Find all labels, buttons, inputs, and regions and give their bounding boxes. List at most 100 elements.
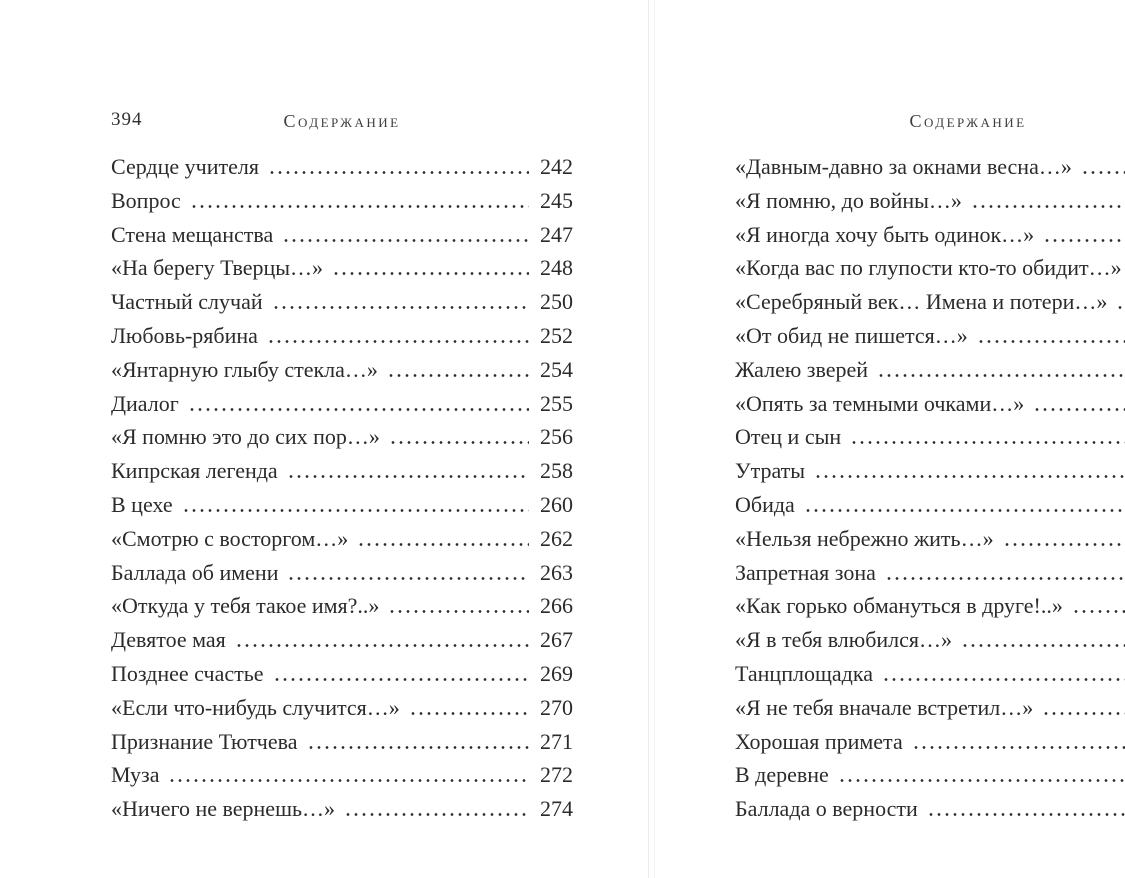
dot-leader xyxy=(974,339,1125,343)
entry-title: «На берегу Тверцы…» xyxy=(111,255,324,281)
entry-title: Любовь-рябина xyxy=(111,322,258,348)
toc-entry: «Я в тебя влюбился…» xyxy=(735,623,1125,657)
entry-title: Запретная зона xyxy=(735,559,876,585)
dot-leader xyxy=(284,475,529,479)
dot-leader xyxy=(875,373,1125,377)
entry-title: «Откуда у тебя такое имя?..» xyxy=(111,593,380,619)
dot-leader xyxy=(285,576,529,580)
dot-leader xyxy=(270,677,529,681)
dot-leader xyxy=(384,373,529,377)
dot-leader xyxy=(1114,306,1125,310)
entry-title: «Давным-давно за окнами весна…» xyxy=(735,154,1072,179)
dot-leader xyxy=(386,610,529,614)
toc-entry: Частный случай 250 xyxy=(111,285,573,319)
entry-title: «Если что-нибудь случится…» xyxy=(111,694,400,720)
dot-leader xyxy=(265,171,529,174)
entry-title: Сердце учителя xyxy=(111,154,259,179)
dot-leader xyxy=(280,238,529,242)
dot-leader xyxy=(264,339,529,343)
entry-title: Стена мещанства xyxy=(111,221,274,247)
dot-leader xyxy=(232,644,529,648)
entry-page-number: 271 xyxy=(540,728,573,754)
dot-leader xyxy=(179,508,529,512)
entry-title: «Ничего не вернешь…» xyxy=(111,796,336,822)
dot-leader xyxy=(801,508,1125,512)
dot-leader xyxy=(1041,238,1125,242)
page-gutter-divider-2 xyxy=(654,0,655,878)
entry-title: Девятое мая xyxy=(111,627,226,653)
dot-leader xyxy=(355,542,529,546)
toc-entry: Муза 272 xyxy=(111,758,573,792)
dot-leader xyxy=(386,441,529,445)
toc-entry: «Смотрю с восторгом…» 262 xyxy=(111,522,573,556)
dot-leader xyxy=(269,306,529,310)
dot-leader xyxy=(848,441,1125,445)
entry-title: «От обид не пишется…» xyxy=(735,322,968,348)
entry-title: «Я помню, до войны…» xyxy=(735,187,962,213)
entry-title: «Опять за темными очками…» xyxy=(735,390,1025,416)
dot-leader xyxy=(959,644,1125,648)
entry-title: Баллада о верности xyxy=(735,796,918,822)
entry-title: Частный случай xyxy=(111,289,263,315)
entry-title: «Янтарную глыбу стекла…» xyxy=(111,356,378,382)
dot-leader xyxy=(909,745,1125,749)
toc-entry: Любовь-рябина 252 xyxy=(111,319,573,353)
dot-leader xyxy=(1040,711,1125,715)
toc-entry: Признание Тютчева 271 xyxy=(111,725,573,759)
entry-page-number: 272 xyxy=(540,762,573,788)
right-page-header-row: Содержание xyxy=(735,108,1125,150)
entry-title: Диалог xyxy=(111,390,179,416)
entry-title: «Как горько обмануться в друге!..» xyxy=(735,593,1063,619)
entry-title: «Я иногда хочу быть одинок…» xyxy=(735,221,1035,247)
entry-title: «Я помню это до сих пор…» xyxy=(111,424,380,450)
toc-entry: Обида xyxy=(735,488,1125,522)
dot-leader xyxy=(330,272,529,276)
entry-title: «Серебряный век… Имена и потери…» xyxy=(735,289,1108,315)
entry-page-number: 247 xyxy=(540,221,573,247)
toc-entry: Утраты xyxy=(735,454,1125,488)
toc-entry: «Ничего не вернешь…» 274 xyxy=(111,792,573,826)
dot-leader xyxy=(1000,542,1125,546)
left-page-header-row: 394 Содержание xyxy=(111,108,573,150)
entry-page-number: 256 xyxy=(540,424,573,450)
dot-leader xyxy=(882,576,1125,580)
entry-title: Вопрос xyxy=(111,187,181,213)
dot-leader xyxy=(812,475,1125,479)
entry-title: «Когда вас по глупости кто-то обидит…» xyxy=(735,255,1122,281)
dot-leader xyxy=(879,677,1125,681)
toc-entry: Танцплощадка xyxy=(735,657,1125,691)
page-gutter-divider xyxy=(648,0,649,878)
toc-entries-right: «Давным-давно за окнами весна…» «Я помню,… xyxy=(735,150,1125,826)
entry-page-number: 269 xyxy=(540,660,573,686)
page-number-folio: 394 xyxy=(111,109,143,130)
toc-entry: «Янтарную глыбу стекла…» 254 xyxy=(111,353,573,387)
dot-leader xyxy=(342,813,529,817)
entry-title: «Смотрю с восторгом…» xyxy=(111,525,349,551)
dot-leader xyxy=(304,745,529,749)
entry-title: В цехе xyxy=(111,491,173,517)
entry-title: Позднее счастье xyxy=(111,660,264,686)
entry-page-number: 262 xyxy=(540,525,573,551)
toc-entry: «Когда вас по глупости кто-то обидит…» xyxy=(735,251,1125,285)
toc-entry: Отец и сын xyxy=(735,420,1125,454)
entry-title: «Нельзя небрежно жить…» xyxy=(735,525,994,551)
toc-entry: Вопрос 245 xyxy=(111,184,573,218)
entry-title: Жалею зверей xyxy=(735,356,869,382)
entry-page-number: 274 xyxy=(540,796,573,822)
entry-page-number: 248 xyxy=(540,255,573,281)
toc-entry: «Давным-давно за окнами весна…» xyxy=(735,150,1125,184)
right-page: Содержание «Давным-давно за окнами весна… xyxy=(735,108,1125,826)
entry-title: В деревне xyxy=(735,762,829,788)
entry-page-number: 245 xyxy=(540,187,573,213)
entry-page-number: 250 xyxy=(540,289,573,315)
entry-page-number: 267 xyxy=(540,627,573,653)
toc-entry: Баллада об имени 263 xyxy=(111,556,573,590)
entry-title: «Я в тебя влюбился…» xyxy=(735,627,953,653)
dot-leader xyxy=(1078,171,1125,174)
toc-entry: В деревне xyxy=(735,758,1125,792)
entry-title: «Я не тебя вначале встретил…» xyxy=(735,694,1034,720)
dot-leader xyxy=(968,204,1125,208)
running-head-left: Содержание xyxy=(283,111,401,131)
entry-page-number: 258 xyxy=(540,458,573,484)
